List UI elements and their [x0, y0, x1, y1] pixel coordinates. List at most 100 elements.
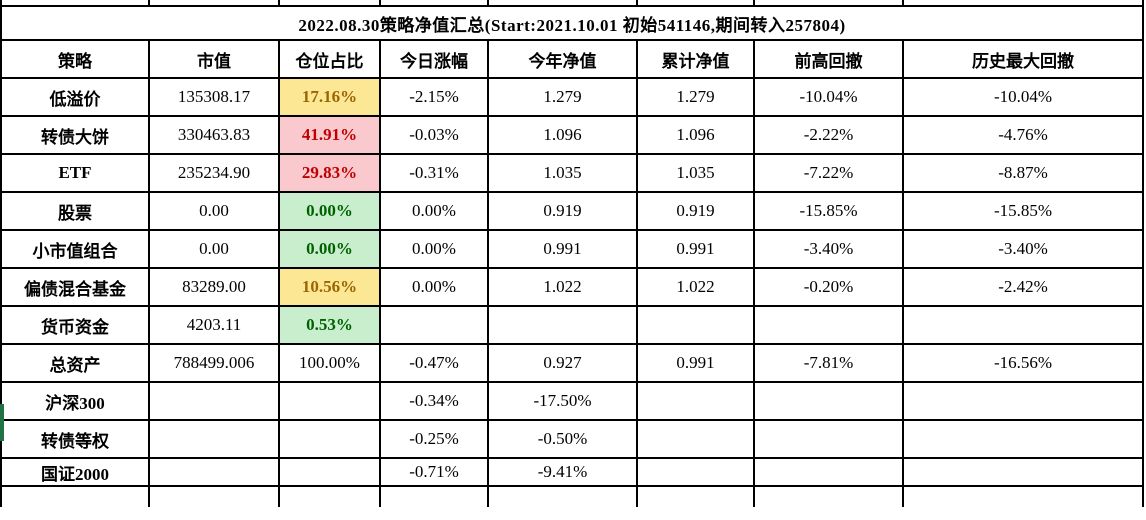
cell-position[interactable] — [278, 381, 381, 421]
cell-today-change[interactable]: 0.00% — [379, 191, 489, 231]
cell-market-value[interactable]: 788499.006 — [148, 343, 280, 383]
cell-prev-high-drawdown[interactable]: -15.85% — [753, 191, 904, 231]
column-header-prev-high-drawdown[interactable]: 前高回撤 — [753, 39, 904, 79]
cell-today-change[interactable]: 0.00% — [379, 267, 489, 307]
cell-prev-high-drawdown[interactable] — [753, 305, 904, 345]
cell-prev-high-drawdown[interactable]: -3.40% — [753, 229, 904, 269]
empty-cell[interactable] — [379, 0, 489, 7]
empty-cell[interactable] — [902, 485, 1144, 507]
column-header-market-value[interactable]: 市值 — [148, 39, 280, 79]
cell-strategy[interactable]: 货币资金 — [0, 305, 150, 345]
empty-cell[interactable] — [0, 485, 150, 507]
cell-prev-high-drawdown[interactable]: -2.22% — [753, 115, 904, 155]
cell-today-change[interactable]: -0.34% — [379, 381, 489, 421]
cell-position[interactable]: 0.00% — [278, 229, 381, 269]
cell-strategy[interactable]: 国证2000 — [0, 457, 150, 487]
empty-cell[interactable] — [379, 485, 489, 507]
cell-cum-nav[interactable]: 1.279 — [636, 77, 755, 117]
cell-position[interactable]: 41.91% — [278, 115, 381, 155]
cell-today-change[interactable]: 0.00% — [379, 229, 489, 269]
cell-ytd-nav[interactable]: 0.927 — [487, 343, 638, 383]
cell-today-change[interactable]: -2.15% — [379, 77, 489, 117]
column-header-strategy[interactable]: 策略 — [0, 39, 150, 79]
cell-max-drawdown[interactable] — [902, 457, 1144, 487]
cell-prev-high-drawdown[interactable] — [753, 381, 904, 421]
cell-max-drawdown[interactable]: -2.42% — [902, 267, 1144, 307]
column-header-today-change[interactable]: 今日涨幅 — [379, 39, 489, 79]
cell-strategy[interactable]: 转债等权 — [0, 419, 150, 459]
cell-position[interactable] — [278, 419, 381, 459]
cell-prev-high-drawdown[interactable] — [753, 457, 904, 487]
cell-prev-high-drawdown[interactable]: -0.20% — [753, 267, 904, 307]
cell-cum-nav[interactable]: 0.991 — [636, 229, 755, 269]
cell-ytd-nav[interactable]: -9.41% — [487, 457, 638, 487]
cell-cum-nav[interactable]: 1.022 — [636, 267, 755, 307]
cell-prev-high-drawdown[interactable]: -7.81% — [753, 343, 904, 383]
cell-ytd-nav[interactable]: 1.022 — [487, 267, 638, 307]
cell-strategy[interactable]: ETF — [0, 153, 150, 193]
cell-market-value[interactable]: 0.00 — [148, 229, 280, 269]
cell-today-change[interactable] — [379, 305, 489, 345]
empty-cell[interactable] — [636, 485, 755, 507]
cell-max-drawdown[interactable]: -15.85% — [902, 191, 1144, 231]
sheet-title[interactable]: 2022.08.30策略净值汇总(Start:2021.10.01 初始5411… — [0, 5, 1144, 41]
cell-market-value[interactable] — [148, 419, 280, 459]
cell-today-change[interactable]: -0.71% — [379, 457, 489, 487]
cell-cum-nav[interactable] — [636, 305, 755, 345]
column-header-ytd-nav[interactable]: 今年净值 — [487, 39, 638, 79]
cell-market-value[interactable]: 235234.90 — [148, 153, 280, 193]
cell-cum-nav[interactable]: 1.096 — [636, 115, 755, 155]
cell-prev-high-drawdown[interactable] — [753, 419, 904, 459]
cell-max-drawdown[interactable]: -10.04% — [902, 77, 1144, 117]
cell-position[interactable] — [278, 457, 381, 487]
empty-cell[interactable] — [636, 0, 755, 7]
cell-cum-nav[interactable] — [636, 419, 755, 459]
cell-cum-nav[interactable]: 0.919 — [636, 191, 755, 231]
cell-cum-nav[interactable]: 0.991 — [636, 343, 755, 383]
empty-cell[interactable] — [0, 0, 150, 7]
cell-today-change[interactable]: -0.31% — [379, 153, 489, 193]
cell-position[interactable]: 10.56% — [278, 267, 381, 307]
cell-max-drawdown[interactable] — [902, 381, 1144, 421]
cell-today-change[interactable]: -0.25% — [379, 419, 489, 459]
empty-cell[interactable] — [753, 485, 904, 507]
empty-cell[interactable] — [148, 485, 280, 507]
cell-ytd-nav[interactable]: 1.279 — [487, 77, 638, 117]
empty-cell[interactable] — [148, 0, 280, 7]
column-header-position[interactable]: 仓位占比 — [278, 39, 381, 79]
cell-position[interactable]: 17.16% — [278, 77, 381, 117]
empty-cell[interactable] — [753, 0, 904, 7]
cell-strategy[interactable]: 沪深300 — [0, 381, 150, 421]
cell-max-drawdown[interactable]: -16.56% — [902, 343, 1144, 383]
cell-market-value[interactable]: 330463.83 — [148, 115, 280, 155]
cell-prev-high-drawdown[interactable]: -7.22% — [753, 153, 904, 193]
cell-ytd-nav[interactable]: -17.50% — [487, 381, 638, 421]
empty-cell[interactable] — [278, 0, 381, 7]
cell-cum-nav[interactable]: 1.035 — [636, 153, 755, 193]
empty-cell[interactable] — [487, 485, 638, 507]
cell-position[interactable]: 100.00% — [278, 343, 381, 383]
column-header-max-drawdown[interactable]: 历史最大回撤 — [902, 39, 1144, 79]
cell-strategy[interactable]: 小市值组合 — [0, 229, 150, 269]
empty-cell[interactable] — [278, 485, 381, 507]
cell-today-change[interactable]: -0.03% — [379, 115, 489, 155]
cell-cum-nav[interactable] — [636, 381, 755, 421]
cell-ytd-nav[interactable]: 0.991 — [487, 229, 638, 269]
cell-strategy[interactable]: 股票 — [0, 191, 150, 231]
cell-max-drawdown[interactable]: -3.40% — [902, 229, 1144, 269]
empty-cell[interactable] — [902, 0, 1144, 7]
column-header-cum-nav[interactable]: 累计净值 — [636, 39, 755, 79]
cell-ytd-nav[interactable]: 1.096 — [487, 115, 638, 155]
cell-ytd-nav[interactable] — [487, 305, 638, 345]
cell-strategy[interactable]: 总资产 — [0, 343, 150, 383]
cell-prev-high-drawdown[interactable]: -10.04% — [753, 77, 904, 117]
cell-ytd-nav[interactable]: -0.50% — [487, 419, 638, 459]
cell-market-value[interactable]: 4203.11 — [148, 305, 280, 345]
cell-cum-nav[interactable] — [636, 457, 755, 487]
cell-strategy[interactable]: 转债大饼 — [0, 115, 150, 155]
cell-market-value[interactable] — [148, 381, 280, 421]
cell-market-value[interactable]: 135308.17 — [148, 77, 280, 117]
cell-max-drawdown[interactable]: -8.87% — [902, 153, 1144, 193]
cell-max-drawdown[interactable] — [902, 305, 1144, 345]
cell-position[interactable]: 29.83% — [278, 153, 381, 193]
